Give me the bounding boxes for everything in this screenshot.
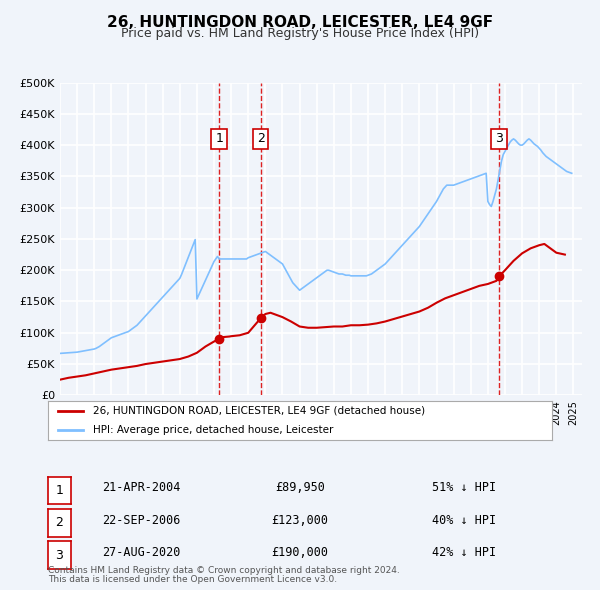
Text: HPI: Average price, detached house, Leicester: HPI: Average price, detached house, Leic… [94,425,334,435]
Text: 42% ↓ HPI: 42% ↓ HPI [432,546,496,559]
Text: £123,000: £123,000 [271,514,329,527]
Text: £190,000: £190,000 [271,546,329,559]
Text: £89,950: £89,950 [275,481,325,494]
Text: Price paid vs. HM Land Registry's House Price Index (HPI): Price paid vs. HM Land Registry's House … [121,27,479,40]
Text: 26, HUNTINGDON ROAD, LEICESTER, LE4 9GF: 26, HUNTINGDON ROAD, LEICESTER, LE4 9GF [107,15,493,30]
Text: 2: 2 [55,516,64,529]
Text: 26, HUNTINGDON ROAD, LEICESTER, LE4 9GF (detached house): 26, HUNTINGDON ROAD, LEICESTER, LE4 9GF … [94,406,425,416]
Text: 3: 3 [495,132,503,145]
Text: 51% ↓ HPI: 51% ↓ HPI [432,481,496,494]
Text: 2: 2 [257,132,265,145]
Text: 3: 3 [55,549,64,562]
Text: 40% ↓ HPI: 40% ↓ HPI [432,514,496,527]
Text: 21-APR-2004: 21-APR-2004 [102,481,181,494]
Text: 22-SEP-2006: 22-SEP-2006 [102,514,181,527]
Text: 1: 1 [55,484,64,497]
Text: 27-AUG-2020: 27-AUG-2020 [102,546,181,559]
Text: 1: 1 [215,132,223,145]
Text: This data is licensed under the Open Government Licence v3.0.: This data is licensed under the Open Gov… [48,575,337,584]
Text: Contains HM Land Registry data © Crown copyright and database right 2024.: Contains HM Land Registry data © Crown c… [48,566,400,575]
